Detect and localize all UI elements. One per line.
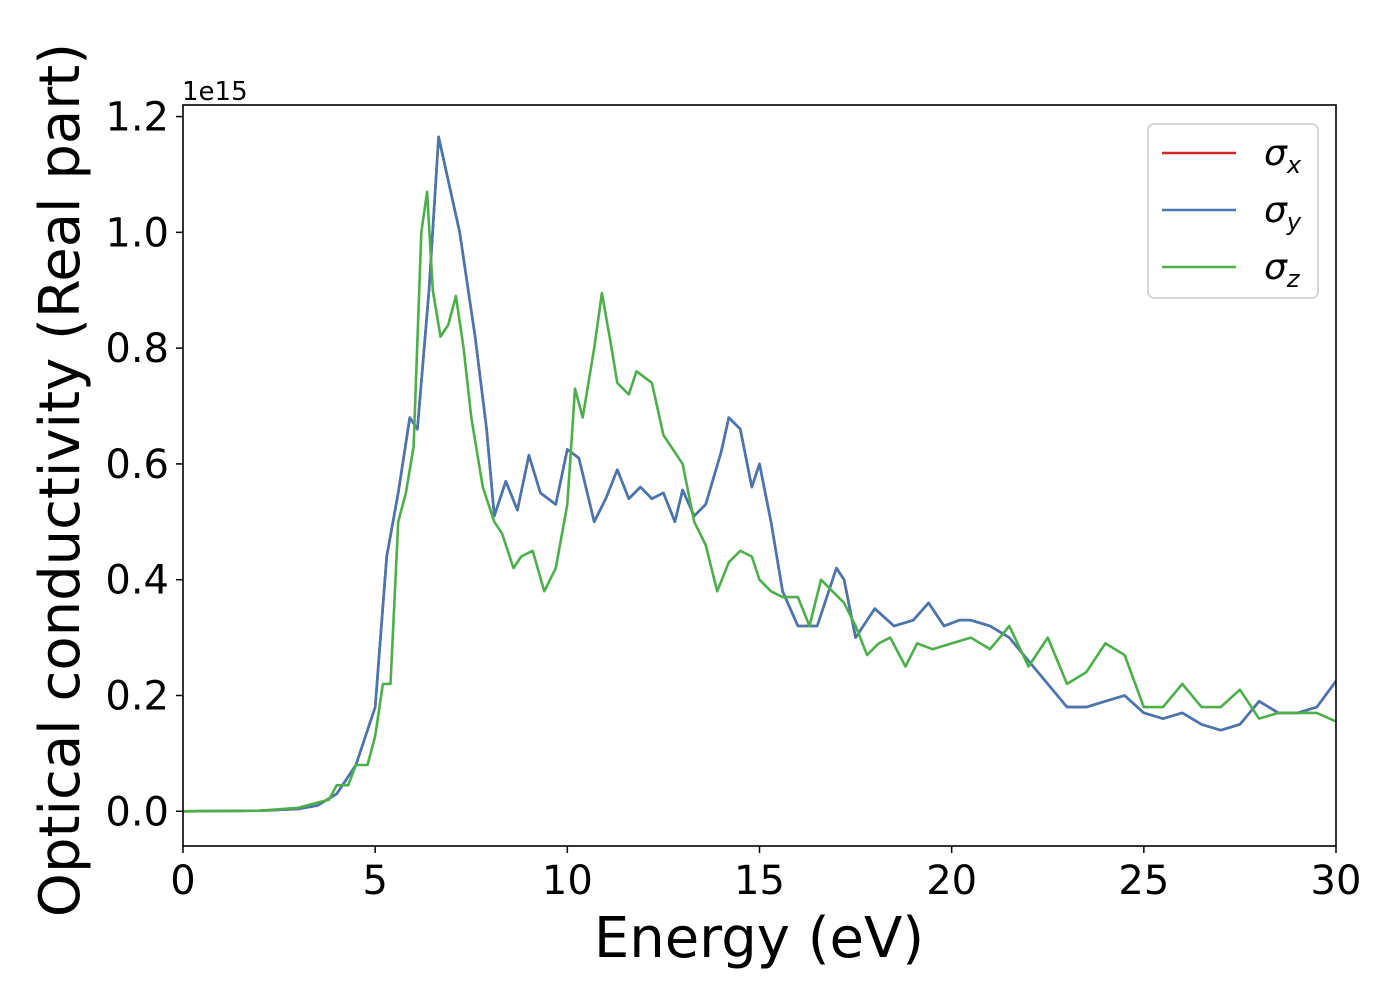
y-tick-label: 0.0: [105, 789, 169, 835]
y-tick-label: 0.2: [105, 673, 169, 719]
plot-area: [183, 135, 1336, 813]
legend-label-z: σz: [1264, 247, 1301, 293]
series-line-y: [183, 135, 1336, 813]
x-tick-label: 5: [362, 858, 387, 904]
y-axis-title: Optical conductivity (Real part): [28, 43, 93, 917]
y-tick-label: 1.0: [105, 210, 169, 256]
legend-label-y: σy: [1264, 190, 1302, 236]
series-line-z: [183, 190, 1336, 813]
y-tick-label: 0.6: [105, 442, 169, 488]
x-tick-label: 30: [1311, 858, 1362, 904]
x-tick-label: 0: [170, 858, 195, 904]
x-tick-label: 20: [926, 858, 977, 904]
x-axis: 0 5 10 15 20 25 30: [170, 846, 1361, 904]
x-tick-label: 10: [542, 858, 593, 904]
x-tick-label: 15: [734, 858, 785, 904]
y-axis: 0.0 0.2 0.4 0.6 0.8 1.0 1.2: [105, 95, 183, 835]
y-tick-label: 1.2: [105, 95, 169, 141]
y-tick-label: 0.4: [105, 558, 169, 604]
x-tick-label: 25: [1118, 858, 1169, 904]
legend: σx σy σz: [1147, 123, 1319, 299]
legend-label-x: σx: [1264, 133, 1302, 179]
y-offset-label: 1e15: [182, 77, 248, 107]
x-axis-title: Energy (eV): [594, 906, 924, 971]
y-tick-label: 0.8: [105, 326, 169, 372]
